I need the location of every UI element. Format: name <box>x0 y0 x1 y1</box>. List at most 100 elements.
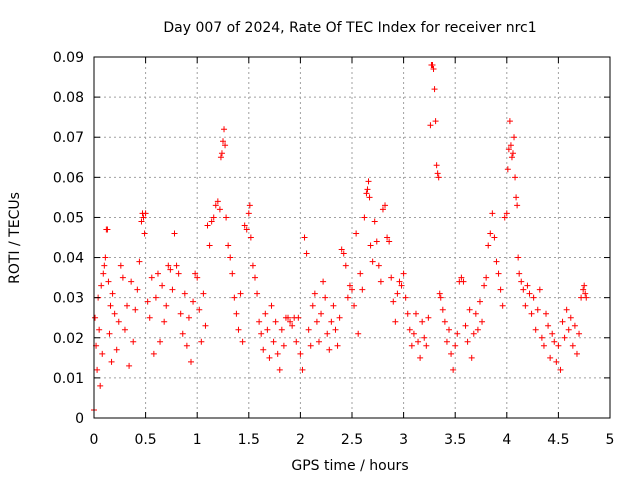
data-point <box>573 350 580 357</box>
x-tick-label: 1 <box>193 432 202 448</box>
data-point <box>229 270 236 277</box>
data-point <box>204 222 211 229</box>
data-point <box>524 282 531 289</box>
data-point <box>526 290 533 297</box>
data-point <box>512 174 519 181</box>
data-point <box>142 210 149 217</box>
axis-ticks <box>93 56 611 419</box>
data-point <box>402 294 409 301</box>
data-point <box>578 294 585 301</box>
data-point <box>545 322 552 329</box>
data-point <box>141 230 148 237</box>
data-point <box>536 286 543 293</box>
data-point <box>551 338 558 345</box>
data-point <box>163 302 170 309</box>
data-point <box>419 318 426 325</box>
data-point <box>179 330 186 337</box>
y-axis-label: ROTI / TECUs <box>7 192 23 284</box>
data-point <box>472 310 479 317</box>
x-tick-label: 0 <box>90 432 99 448</box>
data-point <box>516 270 523 277</box>
data-point <box>183 342 190 349</box>
data-point <box>507 142 514 149</box>
data-point <box>373 238 380 245</box>
data-point <box>303 250 310 257</box>
data-point <box>483 274 490 281</box>
data-point <box>371 218 378 225</box>
y-tick-label: 0.03 <box>53 291 84 307</box>
data-point <box>115 318 122 325</box>
data-point <box>479 318 486 325</box>
data-point <box>505 146 512 153</box>
data-point <box>231 294 238 301</box>
data-point <box>398 282 405 289</box>
data-point <box>511 134 518 141</box>
data-point <box>161 318 168 325</box>
data-point <box>504 166 511 173</box>
data-point <box>200 290 207 297</box>
data-point <box>563 306 570 313</box>
data-point <box>567 314 574 321</box>
data-point <box>324 330 331 337</box>
data-point <box>509 150 516 157</box>
data-point <box>392 318 399 325</box>
data-point <box>157 338 164 345</box>
data-point <box>210 214 217 221</box>
data-point <box>106 330 113 337</box>
data-point <box>363 190 370 197</box>
data-point <box>485 242 492 249</box>
data-point <box>192 270 199 277</box>
data-point <box>285 314 292 321</box>
data-point <box>417 354 424 361</box>
data-point <box>481 282 488 289</box>
data-point <box>565 326 572 333</box>
data-point <box>557 366 564 373</box>
data-point <box>138 218 145 225</box>
data-point <box>167 266 174 273</box>
data-point <box>431 86 438 93</box>
data-point <box>130 338 137 345</box>
data-point <box>258 330 265 337</box>
data-point <box>514 202 521 209</box>
data-point <box>458 274 465 281</box>
data-point <box>227 254 234 261</box>
data-point <box>534 306 541 313</box>
data-point <box>369 258 376 265</box>
data-point <box>307 342 314 349</box>
data-point <box>561 334 568 341</box>
x-tick-label: 3 <box>399 432 408 448</box>
data-point <box>328 318 335 325</box>
data-point <box>126 362 133 369</box>
data-point <box>217 154 224 161</box>
data-point <box>499 302 506 309</box>
y-tick-label: 0.02 <box>53 331 84 347</box>
x-tick-label: 3.5 <box>444 432 466 448</box>
data-point <box>462 322 469 329</box>
data-point <box>355 330 362 337</box>
data-point <box>246 202 253 209</box>
data-point <box>491 234 498 241</box>
data-point <box>144 298 151 305</box>
data-point <box>493 258 500 265</box>
data-point <box>311 290 318 297</box>
data-point <box>361 214 368 221</box>
data-point <box>309 302 316 309</box>
data-points <box>91 62 590 413</box>
data-point <box>98 282 105 289</box>
data-point <box>353 230 360 237</box>
data-point <box>221 126 228 133</box>
data-point <box>351 302 358 309</box>
data-point <box>140 214 147 221</box>
data-point <box>446 326 453 333</box>
data-point <box>315 338 322 345</box>
data-point <box>188 358 195 365</box>
data-point <box>225 242 232 249</box>
x-tick-label: 4.5 <box>547 432 569 448</box>
x-tick-label: 2.5 <box>341 432 363 448</box>
x-axis-label: GPS time / hours <box>291 458 408 474</box>
data-point <box>104 226 111 233</box>
data-point <box>185 314 192 321</box>
data-point <box>450 366 457 373</box>
data-point <box>338 246 345 253</box>
data-point <box>528 310 535 317</box>
